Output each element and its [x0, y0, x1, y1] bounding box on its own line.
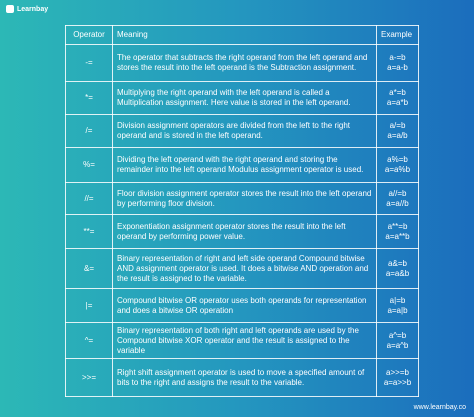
operator-cell: /=	[65, 114, 113, 148]
example-line: a//=b	[388, 188, 407, 198]
operator-cell: &=	[65, 248, 113, 289]
operator-cell: >>=	[65, 358, 113, 397]
meaning-cell: The operator that subtracts the right op…	[112, 44, 377, 82]
example-line: a=a%b	[384, 165, 411, 174]
meaning-cell: Floor division assignment operator store…	[112, 182, 377, 215]
meaning-cell: Division assignment operators are divide…	[112, 114, 377, 148]
header-cell: Example	[376, 25, 419, 45]
example-line: a/=b	[389, 121, 406, 130]
table-row: /= Division assignment operators are divi…	[65, 114, 419, 148]
footer-url: www.learnbay.co	[413, 404, 466, 411]
example-line: a-=b	[389, 53, 406, 62]
operator-cell: ^=	[65, 322, 113, 359]
logo-text: Learnbay	[17, 5, 49, 13]
example-cell: a>>=b a=a>>b	[376, 358, 419, 397]
table-row: %= Dividing the left operand with the rig…	[65, 147, 419, 183]
example-line: a=a>>b	[383, 377, 412, 387]
operator-cell: *=	[65, 81, 113, 115]
example-line: a%=b	[387, 155, 408, 164]
operator-table: Operator Meaning Example -= The operator …	[65, 25, 419, 397]
example-line: a|=b	[389, 295, 406, 305]
table-row: **= Exponentiation assignment operator st…	[65, 214, 419, 249]
example-cell: a*=b a=a*b	[376, 81, 419, 115]
example-line: a=a|b	[387, 305, 408, 315]
table-row: -= The operator that subtracts the right …	[65, 44, 419, 82]
example-line: a=a//b	[386, 198, 409, 208]
example-cell: a-=b a=a-b	[376, 44, 419, 82]
example-line: a&=b	[388, 258, 407, 268]
example-line: a=a&b	[385, 268, 410, 278]
example-cell: a&=b a=a&b	[376, 248, 419, 289]
table-row: >>= Right shift assignment operator is us…	[65, 358, 419, 397]
header-cell: Meaning	[112, 25, 377, 45]
example-line: a=a-b	[387, 63, 408, 72]
example-cell: a%=b a=a%b	[376, 147, 419, 183]
operator-cell: %=	[65, 147, 113, 183]
meaning-cell: Multiplying the right operand with the l…	[112, 81, 377, 115]
example-line: a**=b	[387, 221, 408, 231]
operator-cell: **=	[65, 214, 113, 249]
meaning-cell: Exponentiation assignment operator store…	[112, 214, 377, 249]
example-line: a>>=b	[386, 367, 409, 377]
header-cell: Operator	[65, 25, 113, 45]
example-cell: a^=b a=a^b	[376, 322, 419, 359]
table-row: ^= Binary representation of both right an…	[65, 322, 419, 359]
example-line: a*=b	[389, 88, 406, 97]
operator-cell: |=	[65, 288, 113, 323]
table-row: //= Floor division assignment operator st…	[65, 182, 419, 215]
example-cell: a|=b a=a|b	[376, 288, 419, 323]
logo-icon	[6, 5, 14, 13]
example-line: a=a**b	[385, 231, 410, 241]
table-row: |= Compound bitwise OR operator uses both…	[65, 288, 419, 323]
header-row: Operator Meaning Example	[65, 25, 419, 45]
meaning-cell: Binary representation of both right and …	[112, 322, 377, 359]
operator-cell: //=	[65, 182, 113, 215]
example-cell: a//=b a=a//b	[376, 182, 419, 215]
example-cell: a/=b a=a/b	[376, 114, 419, 148]
example-cell: a**=b a=a**b	[376, 214, 419, 249]
meaning-cell: Binary representation of right and left …	[112, 248, 377, 289]
example-line: a=a*b	[386, 98, 409, 107]
meaning-cell: Compound bitwise OR operator uses both o…	[112, 288, 377, 323]
example-line: a^=b	[388, 330, 407, 340]
logo: Learnbay	[6, 5, 48, 13]
example-line: a=a^b	[386, 340, 409, 350]
meaning-cell: Right shift assignment operator is used …	[112, 358, 377, 397]
table-row: *= Multiplying the right operand with the…	[65, 81, 419, 115]
meaning-cell: Dividing the left operand with the right…	[112, 147, 377, 183]
table-row: &= Binary representation of right and lef…	[65, 248, 419, 289]
operator-cell: -=	[65, 44, 113, 82]
example-line: a=a/b	[387, 131, 408, 140]
